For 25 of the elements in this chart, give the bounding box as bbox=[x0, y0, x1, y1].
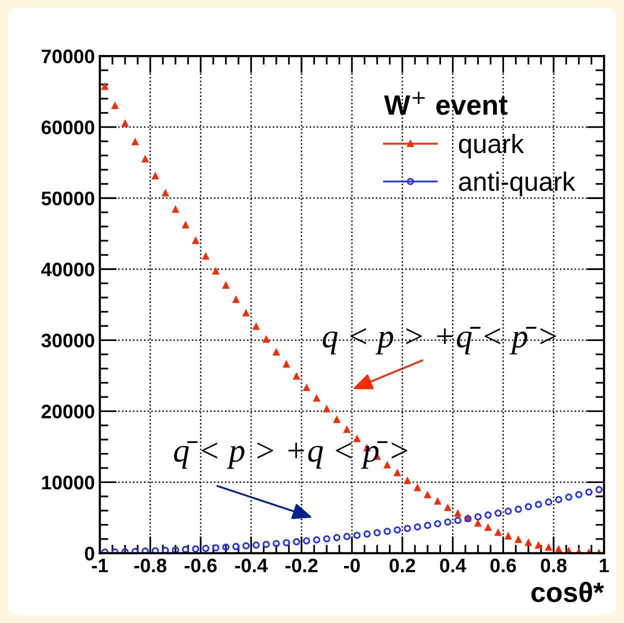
x-tick-label: 0.4 bbox=[440, 558, 466, 572]
y-tick-label: 40000 bbox=[41, 262, 94, 276]
x-tick-label: -0 bbox=[344, 558, 360, 572]
y-tick-label: 30000 bbox=[41, 334, 94, 348]
x-tick-label: 0.8 bbox=[540, 558, 567, 572]
y-tick-label: 50000 bbox=[42, 192, 94, 206]
y-tick-label: 10000 bbox=[42, 476, 94, 490]
legend-label: anti-quark bbox=[459, 172, 576, 196]
x-tick-label: 1 bbox=[600, 558, 609, 572]
y-tick-label: 70000 bbox=[42, 50, 94, 64]
x-tick-label: -0.2 bbox=[286, 558, 318, 572]
legend-label: quark bbox=[459, 134, 524, 158]
y-tick-label: 20000 bbox=[42, 404, 94, 418]
y-tick-label: 60000 bbox=[42, 120, 94, 134]
annotation: q < p > +q̄ < p̄ > bbox=[322, 326, 556, 354]
annotation: q̄ < p > +q < p̄ > bbox=[174, 441, 408, 469]
x-tick-label: 0.2 bbox=[390, 558, 416, 572]
x-tick-label: -0.6 bbox=[184, 558, 217, 572]
x-tick-label: -1 bbox=[92, 558, 108, 572]
x-tick-label: -0.4 bbox=[235, 558, 268, 572]
x-axis-title: cosθ* bbox=[531, 582, 604, 602]
legend-title: W$^{+}$ event bbox=[384, 92, 508, 115]
y-tick-label: 0 bbox=[84, 546, 94, 560]
x-tick-label: -0.8 bbox=[134, 558, 166, 572]
x-tick-label: 0.6 bbox=[490, 558, 516, 572]
